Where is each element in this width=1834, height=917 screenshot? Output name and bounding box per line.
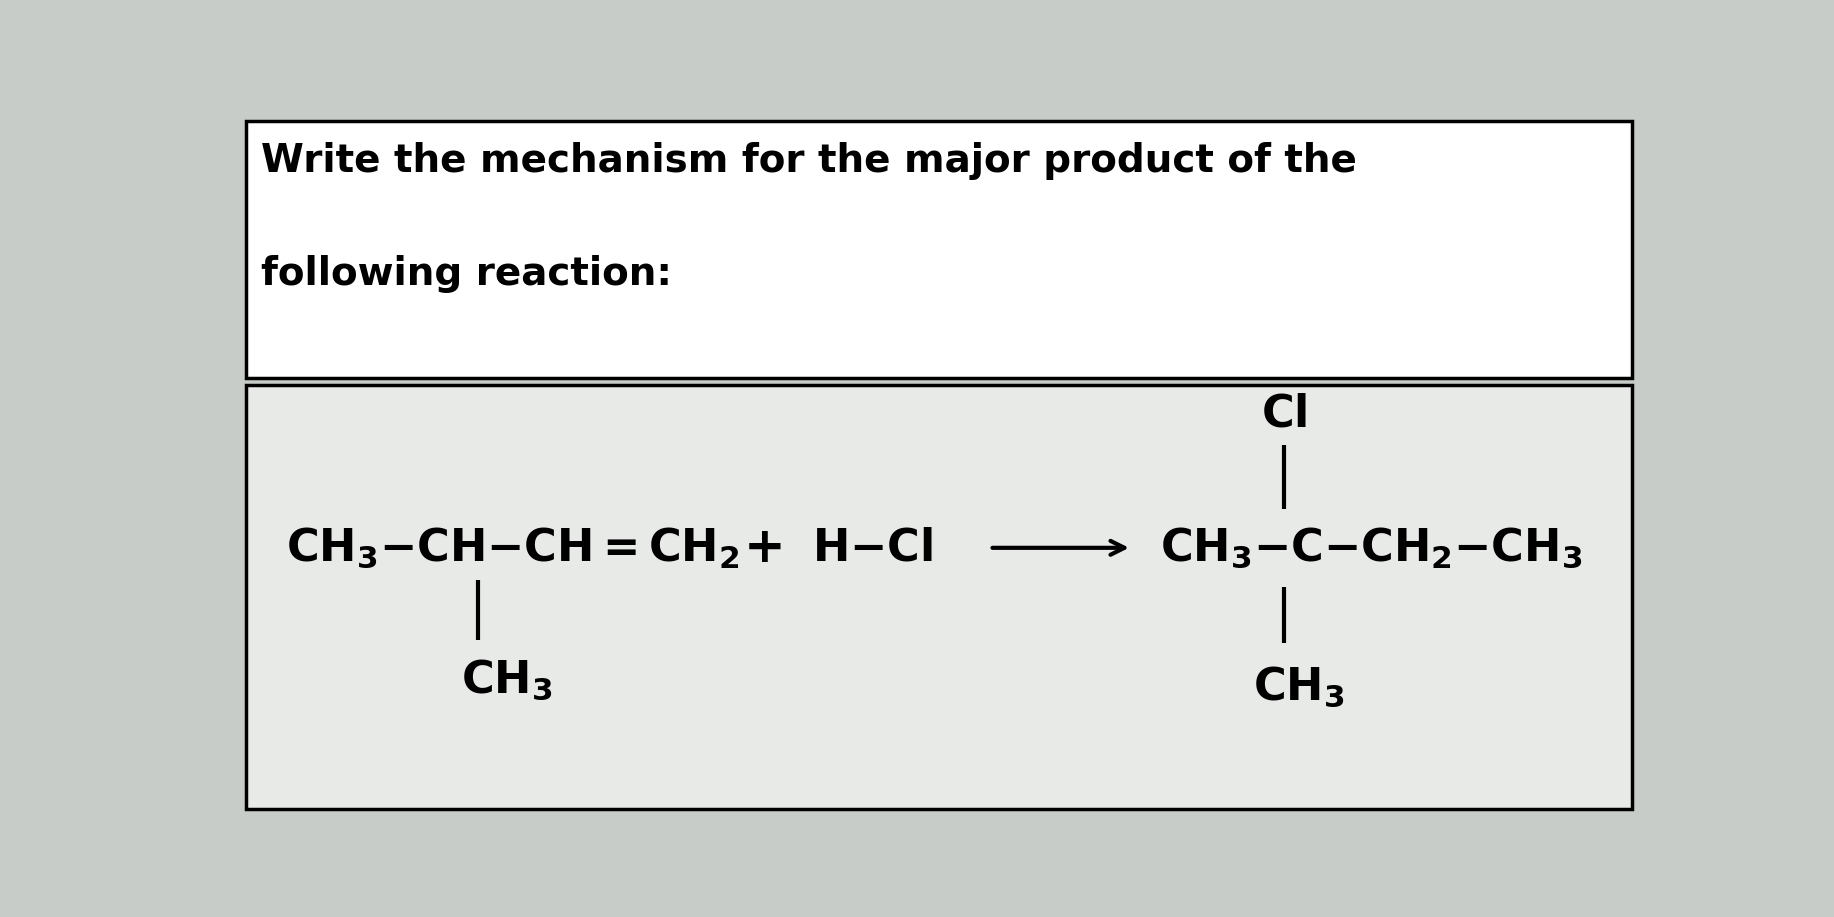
Text: following reaction:: following reaction:	[260, 255, 671, 293]
Text: $\mathbf{CH_3}$: $\mathbf{CH_3}$	[460, 657, 552, 702]
Text: $\mathbf{CH_3}$: $\mathbf{CH_3}$	[1253, 664, 1344, 709]
FancyBboxPatch shape	[246, 385, 1632, 809]
Text: Write the mechanism for the major product of the: Write the mechanism for the major produc…	[260, 142, 1357, 180]
Text: $\mathbf{H{-}Cl}$: $\mathbf{H{-}Cl}$	[812, 526, 934, 569]
Text: $\mathbf{Cl}$: $\mathbf{Cl}$	[1260, 392, 1308, 436]
Text: $\mathbf{CH_3{-}C{-}CH_2{-}CH_3}$: $\mathbf{CH_3{-}C{-}CH_2{-}CH_3}$	[1161, 525, 1583, 570]
Text: $\mathbf{+}$: $\mathbf{+}$	[743, 524, 781, 572]
Text: $\mathbf{CH_3{-}CH{-}CH{=}CH_2}$: $\mathbf{CH_3{-}CH{-}CH{=}CH_2}$	[286, 525, 739, 570]
FancyBboxPatch shape	[246, 121, 1632, 379]
